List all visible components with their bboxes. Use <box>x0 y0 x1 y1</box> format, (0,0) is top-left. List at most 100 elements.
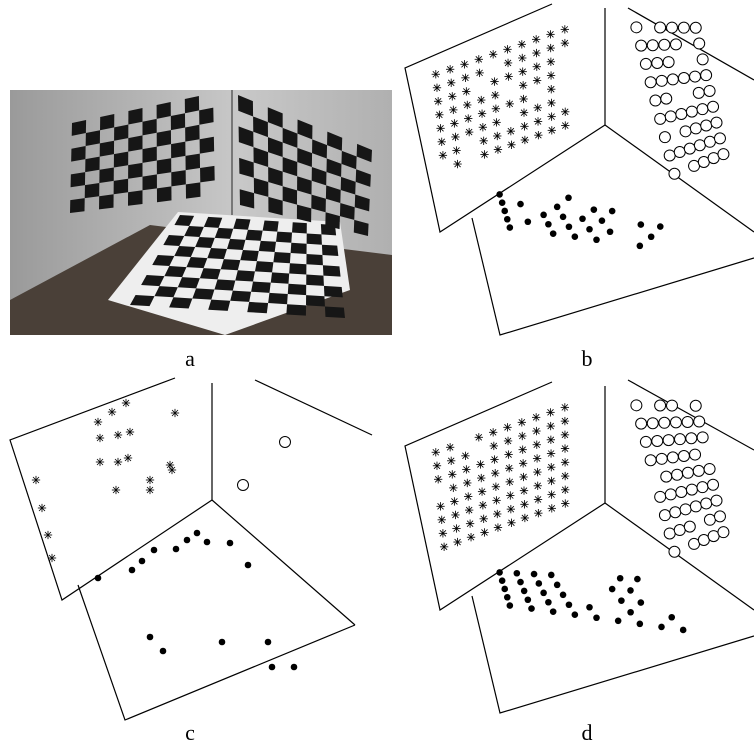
dot-marker <box>513 569 521 577</box>
circle-marker <box>707 478 720 491</box>
circle-marker <box>658 131 671 144</box>
asterisk-marker <box>37 503 47 513</box>
asterisk-marker <box>506 126 516 136</box>
asterisk-marker <box>488 49 498 59</box>
asterisk-marker <box>446 456 456 466</box>
asterisk-marker <box>475 459 486 470</box>
dot-marker <box>606 228 614 236</box>
dot-marker <box>593 236 600 244</box>
checker-square <box>200 165 215 183</box>
dot-marker <box>517 200 524 208</box>
asterisk-marker <box>560 498 570 509</box>
checker-square <box>268 292 288 305</box>
circle-marker <box>665 21 678 34</box>
asterisk-marker <box>462 100 472 110</box>
dot-marker <box>658 623 665 631</box>
asterisk-marker <box>439 542 449 552</box>
checker-square <box>297 119 313 140</box>
asterisk-marker <box>123 453 133 463</box>
checker-square <box>354 194 370 212</box>
asterisk-marker <box>517 417 527 427</box>
asterisk-marker <box>506 504 516 514</box>
dot-marker <box>183 536 191 544</box>
circle-marker <box>646 39 659 52</box>
asterisk-marker <box>462 478 472 488</box>
checker-square <box>282 157 298 177</box>
checker-square <box>287 283 307 296</box>
asterisk-marker <box>450 510 461 520</box>
asterisk-marker <box>517 53 527 63</box>
circle-marker <box>649 94 662 107</box>
circle-marker <box>685 432 698 445</box>
circle-marker <box>635 417 648 430</box>
checker-square <box>296 204 312 223</box>
asterisk-marker <box>438 150 448 160</box>
asterisk-marker <box>503 436 513 446</box>
asterisk-marker <box>560 416 570 426</box>
checker-square <box>312 139 328 159</box>
circle-marker <box>677 449 690 462</box>
checker-square <box>207 248 227 260</box>
asterisk-marker <box>449 496 459 507</box>
checker-square <box>268 196 283 216</box>
asterisk-marker <box>450 132 461 142</box>
checker-square <box>186 257 208 269</box>
checker-square <box>267 137 283 158</box>
asterisk-marker <box>491 495 502 505</box>
asterisk-marker <box>449 118 459 129</box>
asterisk-marker <box>560 38 570 48</box>
asterisk-marker <box>93 417 103 427</box>
checker-square <box>156 130 172 147</box>
checker-square <box>230 290 252 302</box>
dot-marker <box>203 538 211 546</box>
checker-square <box>169 297 193 309</box>
dot-marker <box>636 242 644 250</box>
circle-marker <box>675 486 688 499</box>
checker-square <box>99 167 114 183</box>
asterisk-marker <box>451 523 462 534</box>
circle-marker <box>689 399 702 412</box>
asterisk-marker <box>479 149 490 159</box>
asterisk-marker <box>519 121 530 131</box>
dot-marker <box>540 589 547 597</box>
asterisk-marker <box>531 48 542 58</box>
dot-marker <box>172 545 180 553</box>
asterisk-marker <box>431 447 441 457</box>
circle-marker <box>689 500 702 513</box>
asterisk-marker <box>95 457 105 467</box>
checker-square <box>321 244 339 256</box>
checker-square <box>163 235 185 246</box>
checker-square <box>128 135 143 152</box>
circle-marker <box>665 399 678 412</box>
checker-square <box>199 136 215 154</box>
checker-square <box>258 240 277 252</box>
dot-marker <box>150 546 158 554</box>
dot-marker <box>94 574 102 582</box>
checker-square <box>70 198 85 213</box>
checker-square <box>192 288 215 300</box>
checker-square <box>185 124 200 142</box>
dot-marker <box>565 601 573 609</box>
dot-marker <box>647 233 655 241</box>
checker-square <box>99 194 114 210</box>
plane-outlines <box>9 3 754 721</box>
circle-marker <box>668 167 681 180</box>
circle-marker <box>693 37 706 50</box>
asterisk-marker <box>504 463 514 473</box>
dot-marker <box>545 598 552 606</box>
dot-marker <box>547 571 555 579</box>
asterisk-marker <box>519 486 529 496</box>
checker-square <box>142 174 157 191</box>
circle-marker <box>677 71 690 84</box>
dot-marker <box>496 569 503 576</box>
checker-square <box>214 279 236 291</box>
asterisk-marker <box>560 485 570 495</box>
checker-square <box>282 186 298 205</box>
asterisk-marker <box>478 500 488 510</box>
checker-square <box>311 194 326 213</box>
asterisk-marker <box>546 421 556 431</box>
circle-marker <box>669 38 682 51</box>
asterisk-marker <box>518 458 528 468</box>
checker-square <box>85 130 101 147</box>
asterisk-marker <box>433 96 443 106</box>
